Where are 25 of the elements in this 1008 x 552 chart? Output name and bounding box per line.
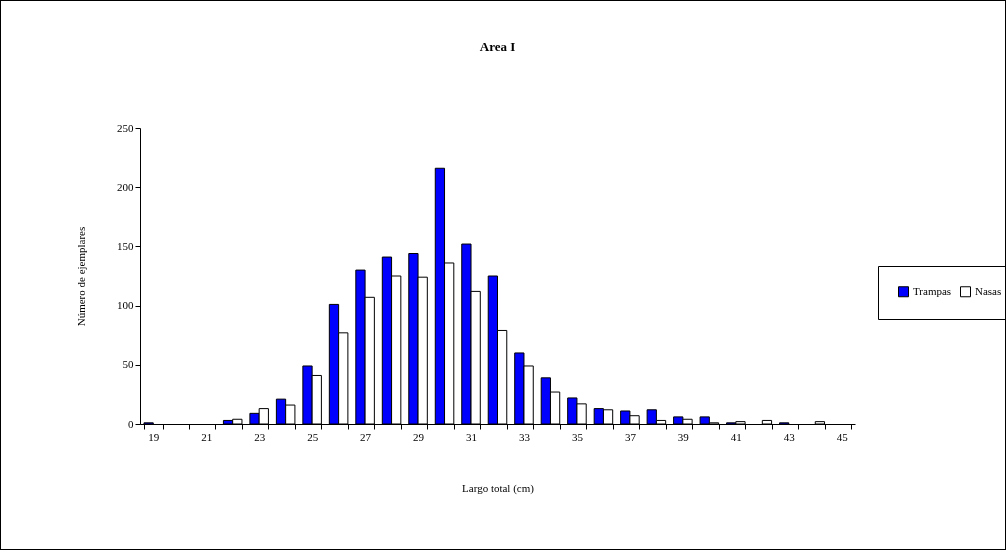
x-tick-label: 41	[730, 430, 742, 443]
x-tick-label: 27	[360, 430, 372, 443]
y-tick-label: 100	[117, 299, 134, 312]
y-axis-title: Número de ejemplares	[75, 226, 87, 327]
y-tick-label: 0	[128, 417, 134, 430]
x-tick-label: 35	[571, 430, 584, 443]
x-tick-label: 37	[624, 430, 637, 443]
x-tick-label: 29	[413, 430, 425, 443]
chart-title: Area I	[479, 39, 516, 54]
x-tick-label: 31	[466, 430, 478, 443]
y-tick-label: 50	[122, 358, 134, 371]
x-axis-title: Largo total (cm)	[462, 481, 535, 495]
x-tick-label: 19	[148, 430, 160, 443]
legend-label: Nasas	[975, 284, 1002, 297]
x-tick-label: 23	[254, 430, 266, 443]
x-tick-label: 25	[307, 430, 319, 443]
legend-label: Trampas	[913, 284, 952, 297]
x-tick-label: 39	[677, 430, 690, 443]
x-tick-label: 33	[518, 430, 531, 443]
x-tick-label: 43	[783, 430, 796, 443]
y-tick-label: 150	[117, 239, 134, 252]
y-tick-label: 250	[117, 121, 134, 134]
x-tick-label: 21	[201, 430, 213, 443]
y-tick-label: 200	[117, 180, 134, 193]
x-tick-label: 45	[836, 430, 849, 443]
